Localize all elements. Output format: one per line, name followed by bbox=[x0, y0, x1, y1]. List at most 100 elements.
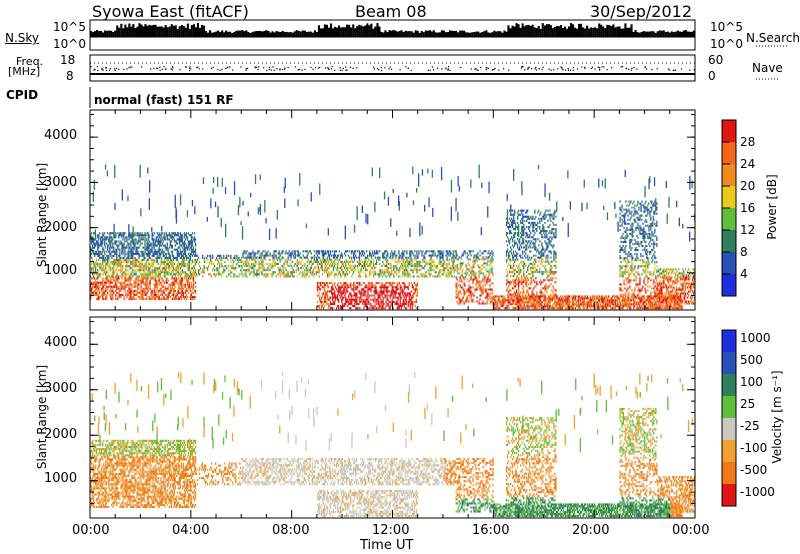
nsky-bar bbox=[211, 32, 214, 37]
nsky-bar bbox=[471, 32, 474, 37]
echo-cell bbox=[102, 236, 104, 239]
echo-cell bbox=[143, 258, 145, 261]
echo-cell bbox=[144, 250, 146, 253]
echo-cell bbox=[227, 258, 229, 261]
echo-cell bbox=[302, 254, 304, 257]
echo-cell bbox=[151, 293, 153, 296]
echo-cell bbox=[123, 296, 125, 299]
echo-cell bbox=[247, 264, 249, 267]
echo-cell bbox=[172, 271, 174, 274]
echo-cell bbox=[336, 307, 338, 310]
echo-cell bbox=[135, 273, 137, 276]
echo-cell bbox=[173, 263, 175, 266]
echo-cell bbox=[149, 267, 151, 270]
echo-cell bbox=[145, 283, 147, 286]
nsky-bar bbox=[487, 32, 490, 37]
echo-cell bbox=[405, 298, 407, 301]
echo-cell bbox=[97, 263, 99, 266]
echo-cell bbox=[497, 301, 499, 304]
echo-cell bbox=[163, 291, 165, 294]
echo-cell bbox=[138, 263, 140, 266]
echo-cell bbox=[379, 256, 381, 259]
echo-cell bbox=[91, 263, 93, 266]
nsky-bar bbox=[513, 26, 516, 37]
echo-cell bbox=[163, 258, 165, 261]
echo-cell bbox=[112, 293, 114, 296]
echo-cell bbox=[487, 278, 489, 281]
echo-cell bbox=[324, 298, 327, 301]
echo-cell bbox=[148, 254, 150, 257]
echo-cell bbox=[149, 279, 151, 282]
echo-cell bbox=[143, 273, 145, 276]
nave-dot bbox=[190, 68, 192, 70]
echo-cell bbox=[452, 252, 454, 255]
echo-cell bbox=[159, 275, 161, 278]
echo-cell bbox=[133, 281, 135, 284]
echo-cell bbox=[256, 275, 258, 278]
echo-cell bbox=[103, 285, 105, 288]
echo-cell bbox=[309, 250, 311, 253]
echo-cell bbox=[379, 305, 381, 308]
echo-cell bbox=[165, 287, 167, 290]
echo-cell bbox=[136, 248, 138, 251]
echo-cell bbox=[99, 263, 101, 266]
echo-cell bbox=[274, 271, 276, 274]
echo-cell bbox=[113, 269, 115, 272]
echo-cell bbox=[455, 252, 457, 255]
echo-cell bbox=[476, 258, 478, 261]
echo-cell bbox=[170, 265, 172, 268]
echo-cell bbox=[217, 263, 219, 266]
echo-cell bbox=[128, 244, 130, 247]
echo-cell bbox=[343, 252, 346, 255]
nsky-bar bbox=[578, 23, 581, 37]
echo-cell bbox=[121, 242, 123, 245]
echo-cell bbox=[419, 260, 421, 263]
echo-cell bbox=[102, 269, 104, 272]
echo-cell bbox=[111, 236, 113, 239]
nave-dot bbox=[646, 68, 648, 70]
echo-cell bbox=[119, 232, 121, 235]
colorbar-tick-label: 500 bbox=[740, 353, 763, 367]
echo-cell bbox=[119, 242, 121, 245]
echo-cell bbox=[154, 283, 156, 286]
echo-cell bbox=[478, 274, 480, 277]
echo-cell bbox=[292, 269, 294, 272]
echo-cell bbox=[491, 250, 493, 253]
nsky-bar bbox=[338, 25, 341, 37]
echo-cell bbox=[412, 294, 414, 297]
echo-cell bbox=[489, 280, 491, 283]
echo-cell bbox=[454, 269, 456, 272]
echo-cell bbox=[155, 296, 157, 299]
echo-cell bbox=[367, 292, 369, 295]
echo-cell bbox=[118, 261, 120, 264]
echo-cell bbox=[112, 287, 114, 290]
echo-cell bbox=[118, 265, 120, 268]
nsky-bar bbox=[172, 25, 175, 37]
echo-cell bbox=[331, 262, 334, 265]
echo-cell bbox=[181, 289, 184, 292]
echo-cell bbox=[371, 294, 373, 297]
nave-dot bbox=[541, 68, 543, 70]
echo-cell bbox=[457, 258, 459, 261]
echo-cell bbox=[350, 258, 353, 261]
echo-cell bbox=[129, 283, 131, 286]
echo-cell bbox=[289, 262, 291, 265]
echo-cell bbox=[92, 267, 94, 270]
echo-cell bbox=[94, 242, 96, 245]
echo-cell bbox=[154, 242, 156, 245]
nsky-bar bbox=[525, 25, 528, 37]
echo-cell bbox=[164, 287, 166, 290]
echo-cell bbox=[143, 287, 145, 290]
echo-cell bbox=[342, 271, 345, 274]
echo-cell bbox=[104, 258, 106, 261]
nsky-bar bbox=[642, 31, 645, 37]
echo-cell bbox=[376, 258, 378, 261]
echo-cell bbox=[154, 291, 156, 294]
echo-cell bbox=[382, 275, 384, 278]
echo-cell bbox=[458, 296, 460, 299]
echo-cell bbox=[432, 258, 434, 261]
echo-cell bbox=[98, 250, 100, 253]
nsky-bar bbox=[255, 31, 258, 37]
echo-cell bbox=[165, 267, 167, 270]
echo-cell bbox=[91, 267, 93, 270]
